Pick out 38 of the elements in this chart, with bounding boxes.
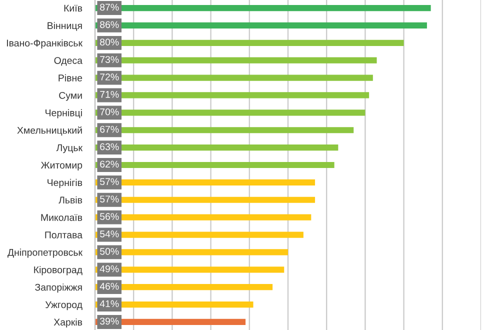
y-tick-label: Івано-Франківськ: [7, 39, 83, 48]
data-label: 57%: [100, 196, 119, 202]
data-label: 46%: [100, 282, 119, 290]
data-label: 73%: [100, 56, 119, 63]
data-label: 41%: [100, 300, 119, 308]
data-label: 57%: [100, 178, 119, 186]
data-label: 63%: [100, 143, 119, 150]
y-tick-label: Чернігів: [48, 178, 82, 188]
y-tick-label: Житомир: [40, 162, 82, 171]
data-label: 50%: [100, 248, 119, 255]
y-tick-label: Харків: [54, 318, 82, 328]
y-tick-label: Суми: [59, 92, 82, 101]
y-tick-label: Дніпропетровськ: [8, 248, 83, 258]
y-tick-label: Полтава: [45, 232, 82, 238]
y-tick-label: Кіровоград: [34, 266, 82, 276]
y-tick-label: Чернівці: [46, 109, 82, 118]
y-tick-label: Хмельницький: [17, 126, 82, 136]
y-tick-label: Київ: [64, 4, 82, 12]
y-tick-label: Ужгород: [45, 301, 82, 310]
data-label: 71%: [100, 91, 119, 98]
y-tick-label: Луцьк: [56, 144, 83, 154]
y-tick-label: Запоріжжя: [35, 284, 82, 293]
data-label: 54%: [100, 230, 119, 238]
y-tick-label: Рівне: [58, 74, 82, 82]
data-label: 67%: [100, 126, 119, 133]
data-label: 49%: [100, 265, 119, 272]
data-label: 87%: [100, 4, 119, 11]
data-label: 70%: [100, 108, 119, 116]
data-label: 72%: [100, 74, 119, 80]
data-label: 62%: [100, 160, 119, 168]
data-label: 80%: [100, 38, 119, 46]
data-label: 39%: [100, 318, 119, 325]
data-label: 56%: [100, 213, 119, 220]
data-label: 86%: [100, 21, 119, 28]
y-tick-label: Одеса: [54, 57, 82, 66]
y-tick-label: Вінниця: [48, 22, 82, 31]
y-tick-label: Львів: [58, 196, 82, 204]
y-tick-label: Миколаїв: [41, 214, 82, 221]
